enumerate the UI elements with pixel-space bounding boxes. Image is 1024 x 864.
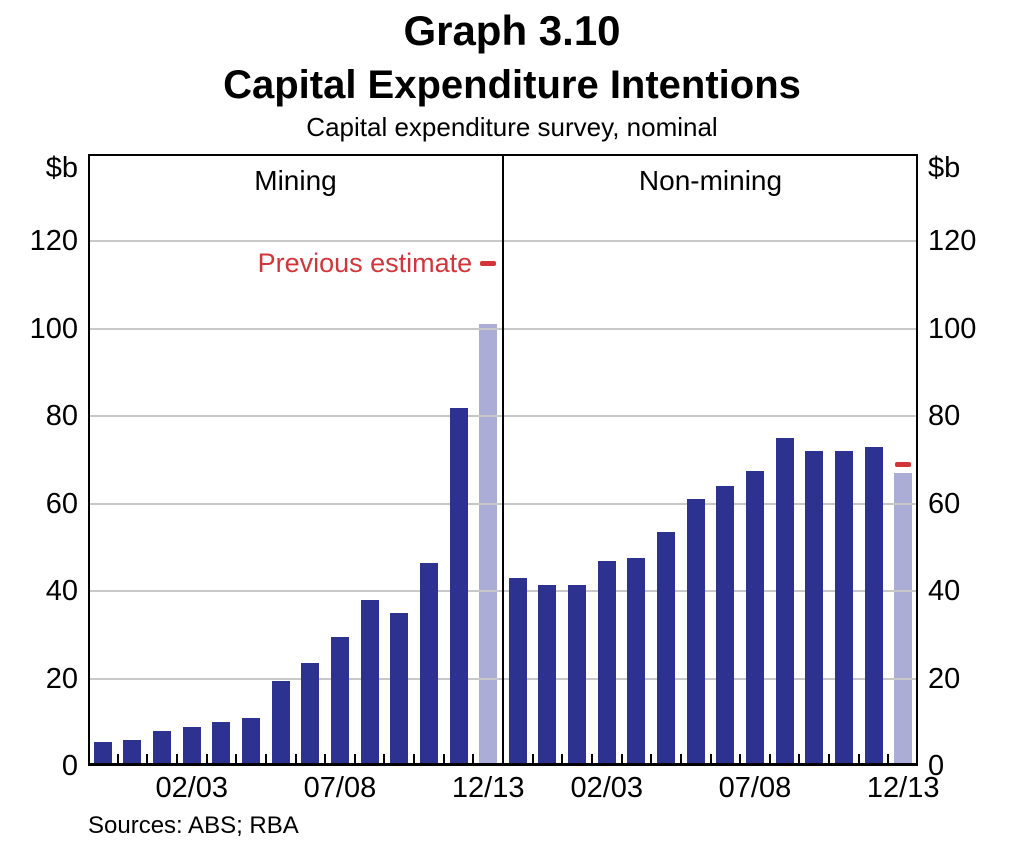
x-axis-tick (828, 754, 831, 763)
bar (212, 722, 231, 766)
y-axis-unit-right: $b (928, 152, 961, 184)
bar (508, 578, 527, 766)
bar (686, 499, 705, 766)
x-axis-tick (383, 754, 386, 763)
x-axis-tick (739, 754, 742, 763)
y-axis-label-left: 80 (45, 400, 78, 433)
bar (745, 470, 764, 766)
x-axis-label: 02/03 (570, 772, 644, 804)
y-axis-label-right: 120 (928, 225, 977, 258)
x-axis-tick (324, 754, 327, 763)
y-axis-label-left: 40 (45, 575, 78, 608)
bar (123, 739, 142, 766)
previous-estimate-marker (895, 461, 912, 467)
bar (775, 438, 794, 766)
x-axis-tick (472, 754, 475, 763)
y-axis-label-left: 20 (45, 662, 78, 695)
x-axis-tick (887, 754, 890, 763)
x-axis-tick (235, 754, 238, 763)
x-axis-tick (768, 754, 771, 763)
bar (360, 599, 379, 766)
bar (182, 726, 201, 766)
x-axis-tick (679, 754, 682, 763)
bar (93, 741, 112, 766)
y-axis-label-left: 60 (45, 487, 78, 520)
graph-title: Capital Expenditure Intentions (223, 63, 801, 107)
x-axis-tick (620, 754, 623, 763)
x-axis-tick (798, 754, 801, 763)
bar (538, 584, 557, 766)
bar (716, 486, 735, 766)
bar (271, 680, 290, 766)
previous-estimate-label: Previous estimate (257, 248, 473, 279)
estimate-bar (479, 324, 498, 766)
x-axis-tick (857, 754, 860, 763)
panel-label-non-mining: Non-mining (638, 165, 783, 196)
bar (449, 407, 468, 766)
plot-frame-left (88, 154, 90, 766)
y-axis-label-right: 80 (928, 400, 961, 433)
x-axis-tick (264, 754, 267, 763)
panel-label-mining: Mining (254, 165, 337, 196)
x-axis-tick (531, 754, 534, 763)
x-axis-tick (442, 754, 445, 763)
plot-area: Mining Non-mining (88, 154, 918, 766)
graph-number: Graph 3.10 (403, 7, 621, 54)
previous-estimate-marker (480, 260, 497, 266)
bar (864, 446, 883, 766)
x-axis-label: 07/08 (303, 772, 377, 804)
x-axis-tick (146, 754, 149, 763)
bar (390, 613, 409, 766)
x-axis-label: 12/13 (451, 772, 525, 804)
bar (242, 717, 261, 766)
x-axis-tick (590, 754, 593, 763)
y-axis-label-left: 120 (29, 225, 78, 258)
y-axis-label-left: 0 (61, 750, 78, 782)
bar (627, 558, 646, 766)
x-axis-tick (175, 754, 178, 763)
plot-frame-right (916, 154, 918, 766)
x-axis-tick (353, 754, 356, 763)
bar (568, 584, 587, 766)
y-axis-label-right: 40 (928, 575, 961, 608)
x-axis-line (88, 763, 918, 766)
y-axis-label-right: 100 (928, 312, 977, 345)
y-axis-label-right: 20 (928, 662, 961, 695)
x-axis-tick (413, 754, 416, 763)
x-axis-label: 02/03 (155, 772, 229, 804)
x-axis-tick (116, 754, 119, 763)
x-axis-tick (294, 754, 297, 763)
x-axis-tick (205, 754, 208, 763)
x-axis-tick (709, 754, 712, 763)
bar (805, 451, 824, 766)
x-axis-label: 07/08 (718, 772, 792, 804)
graph-subtitle: Capital expenditure survey, nominal (306, 112, 718, 142)
bar (419, 562, 438, 766)
x-axis-tick (561, 754, 564, 763)
y-axis-label-right: 0 (928, 750, 945, 782)
x-axis-tick (650, 754, 653, 763)
y-axis-unit-left: $b (45, 152, 78, 184)
bar (834, 451, 853, 766)
bar (657, 532, 676, 766)
bar (597, 560, 616, 766)
y-axis-label-left: 100 (29, 312, 78, 345)
panel-divider (502, 154, 504, 766)
bar (301, 663, 320, 766)
y-axis-label-right: 60 (928, 487, 961, 520)
sources-note: Sources: ABS; RBA (88, 812, 299, 839)
bar (153, 731, 172, 766)
estimate-bar (894, 473, 913, 766)
x-axis-label: 12/13 (866, 772, 940, 804)
bar (330, 637, 349, 766)
